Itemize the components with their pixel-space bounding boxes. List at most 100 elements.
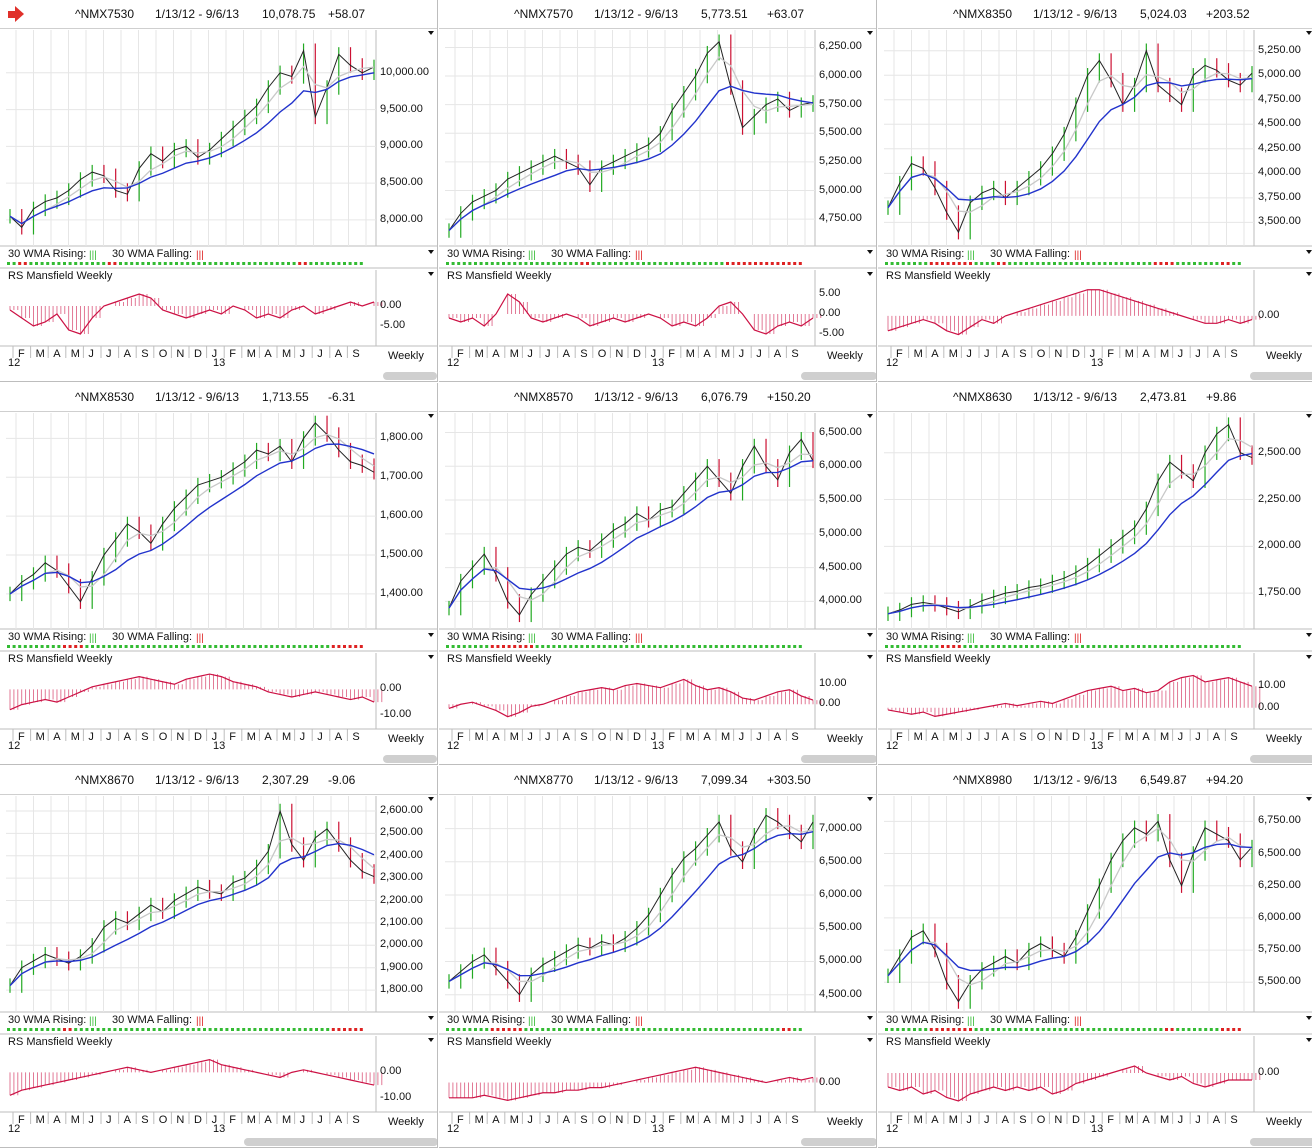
chart-panel[interactable]: ^NMX7530 1/13/12 - 9/6/13 10,078.75 +58.07 |…: [0, 0, 438, 382]
month-label: F: [457, 1114, 464, 1126]
wma-status-marker: [980, 645, 984, 648]
red-right-arrow-icon[interactable]: [15, 6, 24, 22]
rs-line: [9, 1059, 375, 1096]
chart-panel[interactable]: ^NMX8350 1/13/12 - 9/6/13 5,024.03 +203.52 |…: [878, 0, 1312, 382]
period-label: Weekly: [827, 733, 863, 745]
chevron-down-icon[interactable]: [1306, 414, 1312, 418]
horizontal-scrollbar[interactable]: [1250, 755, 1312, 763]
wma-status-marker: [7, 262, 10, 265]
chevron-down-icon[interactable]: [867, 31, 873, 35]
chevron-down-icon[interactable]: [428, 250, 434, 254]
wma-status-marker: [348, 645, 352, 648]
wma-status-marker: [941, 1028, 944, 1031]
chevron-down-icon[interactable]: [1306, 1038, 1312, 1042]
wma-status-marker: [563, 1028, 567, 1031]
price-label: 2,307.29: [262, 773, 309, 787]
month-label: M: [685, 348, 695, 360]
wma-status-marker: [236, 262, 240, 265]
y-tick-label: 4,750.00: [819, 212, 862, 225]
chevron-down-icon[interactable]: [1306, 31, 1312, 35]
chart-title-bar: ^NMX8670 1/13/12 - 9/6/13 2,307.29 -9.06: [0, 766, 437, 795]
chevron-down-icon[interactable]: [867, 797, 873, 801]
chevron-down-icon[interactable]: [1306, 633, 1312, 637]
month-label: M: [1124, 348, 1134, 360]
chevron-down-icon[interactable]: [428, 1038, 434, 1042]
month-label: S: [580, 1114, 588, 1126]
chart-panel[interactable]: ^NMX7570 1/13/12 - 9/6/13 5,773.51 +63.07 ||…: [439, 0, 877, 382]
symbol-label: ^NMX7570: [514, 7, 573, 21]
chevron-down-icon[interactable]: [867, 1038, 873, 1042]
month-label: J: [650, 348, 657, 360]
chevron-down-icon[interactable]: [428, 633, 434, 637]
month-label: D: [633, 1114, 641, 1126]
y-tick-label: 1,400.00: [380, 586, 423, 599]
wma-status-marker: [1041, 262, 1045, 265]
month-label: S: [1230, 1114, 1238, 1126]
horizontal-scrollbar[interactable]: [801, 1138, 876, 1146]
red-right-arrow-icon[interactable]: [8, 11, 16, 18]
wma-status-marker: [901, 645, 905, 648]
wma-status-marker: [1120, 262, 1124, 265]
horizontal-scrollbar[interactable]: [801, 372, 876, 380]
chevron-down-icon[interactable]: [867, 655, 873, 659]
horizontal-scrollbar[interactable]: [1250, 372, 1312, 380]
chevron-down-icon[interactable]: [1306, 1016, 1312, 1020]
chevron-down-icon[interactable]: [428, 414, 434, 418]
horizontal-scrollbar[interactable]: [244, 1138, 437, 1146]
horizontal-scrollbar[interactable]: [801, 755, 876, 763]
chevron-down-icon[interactable]: [1306, 797, 1312, 801]
month-label: A: [562, 1114, 570, 1126]
chevron-down-icon[interactable]: [428, 797, 434, 801]
period-label: Weekly: [388, 733, 424, 745]
month-label: J: [738, 1114, 745, 1126]
wma-status-marker: [270, 645, 274, 648]
wma-status-marker: [451, 1028, 455, 1031]
wma-status-marker: [1058, 262, 1062, 265]
wma-status-marker: [1125, 1028, 1129, 1031]
chevron-down-icon[interactable]: [867, 250, 873, 254]
wma-status-marker: [658, 645, 662, 648]
wma-status-marker: [7, 645, 10, 648]
wma-status-marker: [748, 262, 752, 265]
chevron-down-icon[interactable]: [428, 31, 434, 35]
chart-panel[interactable]: ^NMX8570 1/13/12 - 9/6/13 6,076.79 +150.20 |…: [439, 383, 877, 765]
chevron-down-icon[interactable]: [1306, 250, 1312, 254]
chevron-down-icon[interactable]: [1306, 272, 1312, 276]
wma-status-marker: [890, 262, 894, 265]
month-label: F: [18, 1114, 25, 1126]
rs-line: [448, 678, 814, 718]
chevron-down-icon[interactable]: [867, 414, 873, 418]
horizontal-scrollbar[interactable]: [1250, 1138, 1312, 1146]
wma-status-marker: [79, 1028, 83, 1031]
chart-panel[interactable]: ^NMX8980 1/13/12 - 9/6/13 6,549.87 +94.20 ||…: [878, 766, 1312, 1148]
horizontal-scrollbar[interactable]: [383, 755, 437, 763]
horizontal-scrollbar[interactable]: [383, 372, 437, 380]
chart-panel[interactable]: ^NMX8770 1/13/12 - 9/6/13 7,099.34 +303.50 |…: [439, 766, 877, 1148]
wma-status-marker: [208, 1028, 212, 1031]
chevron-down-icon[interactable]: [867, 1016, 873, 1020]
wma-status-marker: [219, 645, 223, 648]
year-label: 12: [886, 1123, 899, 1135]
chevron-down-icon[interactable]: [428, 655, 434, 659]
chart-panel[interactable]: ^NMX8670 1/13/12 - 9/6/13 2,307.29 -9.06 |||…: [0, 766, 438, 1148]
wma-status-marker: [765, 645, 769, 648]
wma-status-marker: [946, 1028, 950, 1031]
chart-panel[interactable]: ^NMX8630 1/13/12 - 9/6/13 2,473.81 +9.86 |||…: [878, 383, 1312, 765]
month-label: N: [176, 731, 185, 743]
month-label: A: [264, 1114, 272, 1126]
y-tick-label: 2,300.00: [380, 871, 423, 884]
wma-status-marker: [479, 1028, 483, 1031]
year-label: 12: [447, 357, 460, 369]
chevron-down-icon[interactable]: [867, 272, 873, 276]
month-label: A: [1212, 348, 1221, 360]
chart-svg: ||| |||: [0, 413, 437, 741]
wma-status-marker: [1221, 1028, 1224, 1031]
chart-svg: ||| |||: [878, 413, 1312, 741]
rising-bars-icon: |||: [89, 1016, 97, 1027]
chevron-down-icon[interactable]: [867, 633, 873, 637]
chart-panel[interactable]: ^NMX8530 1/13/12 - 9/6/13 1,713.55 -6.31 |||…: [0, 383, 438, 765]
chevron-down-icon[interactable]: [428, 272, 434, 276]
chevron-down-icon[interactable]: [1306, 655, 1312, 659]
wma-status-marker: [754, 262, 757, 265]
chevron-down-icon[interactable]: [428, 1016, 434, 1020]
